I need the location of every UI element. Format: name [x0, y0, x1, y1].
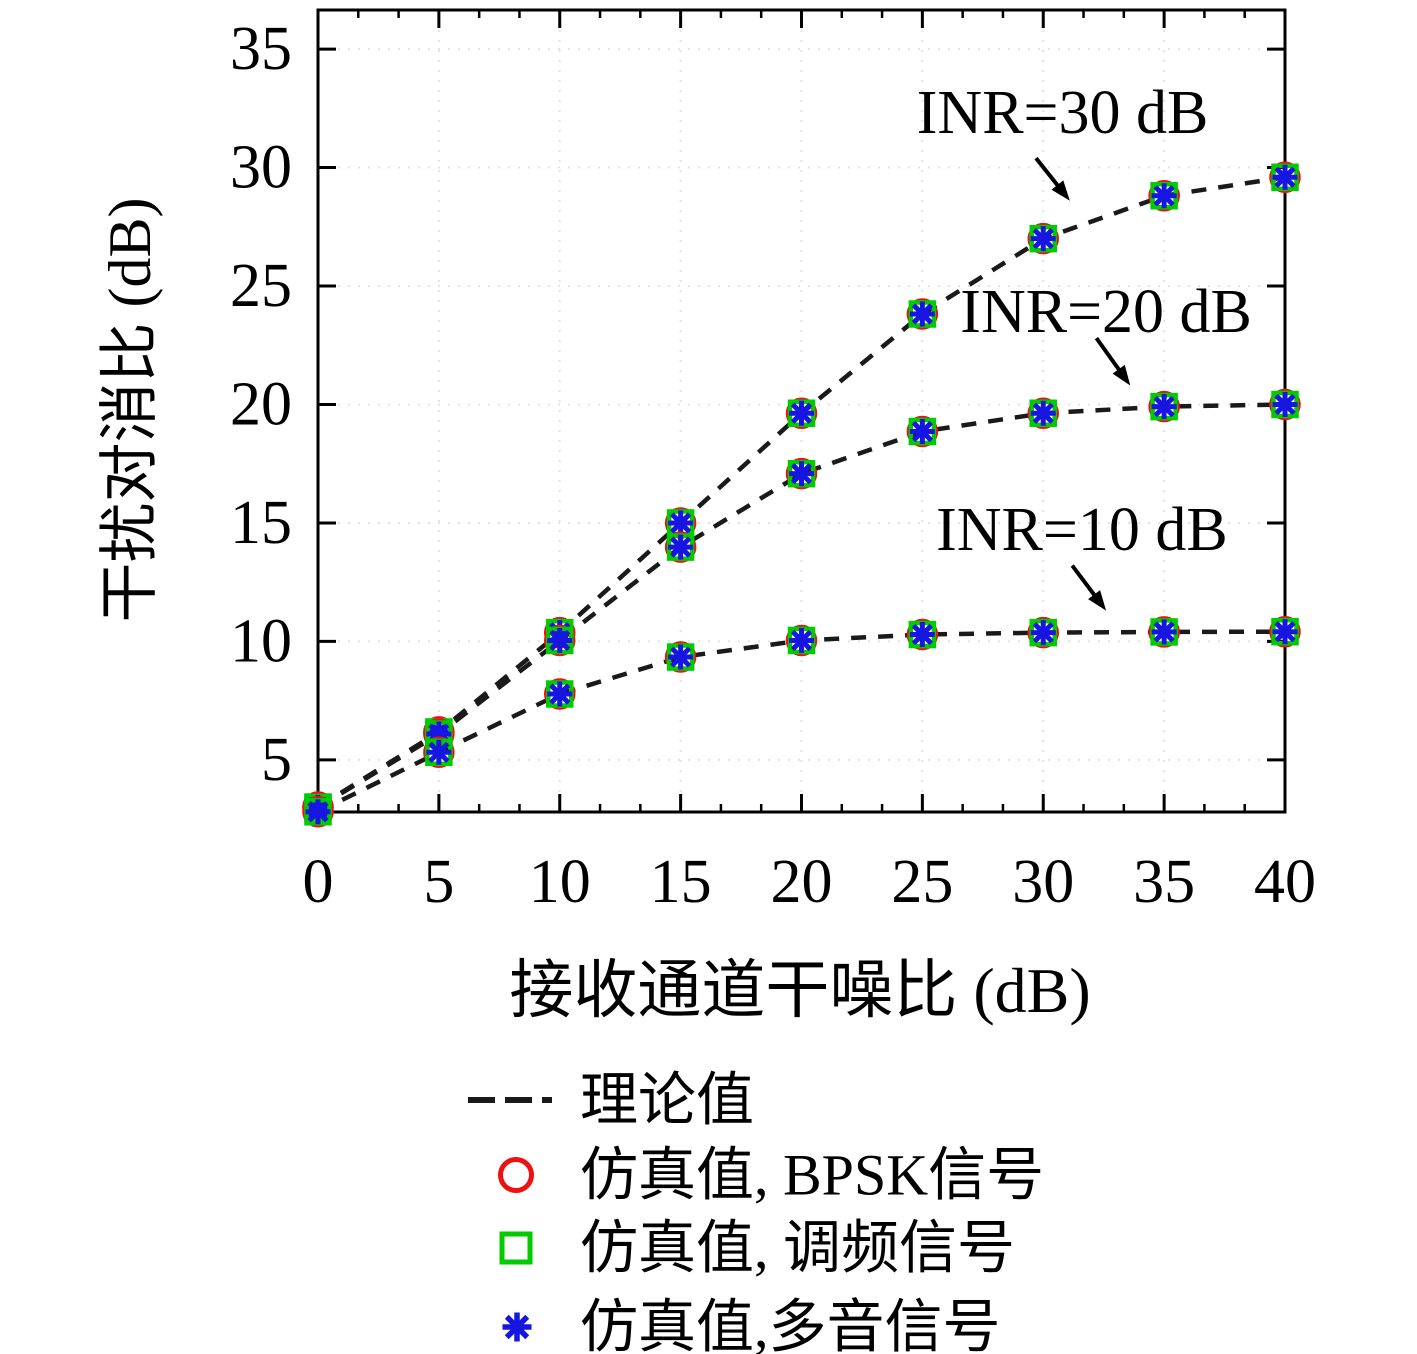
asterisk-spoke	[1032, 228, 1054, 250]
x-tick-label: 0	[303, 848, 334, 916]
asterisk-spoke	[504, 1314, 530, 1340]
multitone-asterisk-marker	[668, 534, 694, 560]
asterisk-spoke	[670, 512, 692, 534]
asterisk-spoke	[911, 420, 933, 443]
x-tick-label: 5	[423, 848, 454, 916]
y-tick-label: 20	[230, 370, 292, 438]
multitone-asterisk-marker	[426, 739, 452, 765]
annotation-arrow-head	[1051, 180, 1070, 201]
multitone-asterisk-marker	[789, 461, 814, 487]
multitone-asterisk-marker	[547, 627, 573, 653]
multitone-asterisk-marker	[909, 622, 935, 648]
asterisk-spoke	[670, 536, 692, 558]
asterisk-spoke	[790, 463, 813, 485]
legend-label: 仿真值,多音信号	[580, 1295, 1001, 1354]
x-axis-title: 接收通道干噪比 (dB)	[509, 955, 1090, 1026]
x-tick-label: 10	[529, 848, 591, 916]
multitone-asterisk-marker	[305, 799, 331, 825]
y-tick-label: 25	[230, 252, 292, 320]
annotation-arrow-head	[1112, 364, 1131, 386]
multitone-asterisk-marker	[789, 400, 814, 426]
legend-label: 仿真值, BPSK信号	[580, 1143, 1044, 1208]
annotation-arrow-inr-20-db	[1094, 336, 1131, 386]
asterisk-spoke	[1274, 166, 1296, 188]
multitone-asterisk-marker	[909, 418, 935, 444]
annotation-label-inr-20-db: INR=20 dB	[960, 278, 1252, 346]
y-tick-label: 35	[230, 15, 292, 83]
asterisk-spoke	[1153, 621, 1175, 643]
x-tick-label: 30	[1012, 848, 1074, 916]
multitone-asterisk-marker	[668, 644, 694, 670]
asterisk-spoke	[1274, 393, 1296, 416]
curve-annotations: INR=30 dB INR=20 dB INR=10 dB	[917, 79, 1252, 611]
asterisk-spoke	[549, 629, 571, 652]
annotation-arrow-inr-10-db	[1070, 564, 1107, 611]
asterisk-spoke	[1032, 622, 1054, 644]
annotation-arrow-inr-30-db	[1034, 156, 1070, 201]
x-tick-label: 40	[1254, 848, 1316, 916]
legend-label: 理论值	[580, 1068, 754, 1133]
asterisk-spoke	[1153, 396, 1175, 418]
asterisk-spoke	[911, 623, 933, 646]
legend-circle-marker	[498, 1157, 534, 1193]
multitone-asterisk-marker	[1151, 394, 1177, 420]
asterisk-spoke	[1032, 402, 1054, 424]
multitone-asterisk-marker	[668, 510, 694, 536]
asterisk-spoke	[790, 402, 813, 424]
multitone-asterisk-marker	[1030, 620, 1056, 646]
multitone-asterisk-marker	[1030, 226, 1056, 252]
legend-square-marker	[499, 1231, 533, 1265]
multitone-asterisk-marker	[1272, 619, 1298, 645]
y-tick-label: 15	[230, 489, 292, 557]
multitone-asterisk-marker	[1151, 183, 1177, 209]
y-tick-label: 5	[261, 726, 292, 794]
asterisk-spoke	[670, 646, 692, 668]
asterisk-spoke	[1274, 621, 1296, 643]
annotation-label-inr-10-db: INR=10 dB	[936, 496, 1228, 564]
asterisk-spoke	[549, 683, 571, 705]
theory-curves	[316, 175, 1286, 814]
asterisk-spoke	[428, 741, 450, 763]
multitone-asterisk-marker	[1272, 164, 1298, 190]
x-tick-label: 25	[891, 848, 953, 916]
multitone-asterisk-marker	[1272, 391, 1298, 417]
legend-asterisk-marker	[502, 1312, 532, 1342]
asterisk-spoke	[307, 801, 329, 823]
x-tick-label: 20	[771, 848, 833, 916]
x-tick-label: 35	[1133, 848, 1195, 916]
y-tick-label: 10	[230, 607, 292, 675]
annotation-arrow-head	[1088, 590, 1107, 611]
asterisk-spoke	[1153, 185, 1175, 207]
annotation-label-inr-30-db: INR=30 dB	[917, 79, 1209, 147]
legend-label: 仿真值, 调频信号	[580, 1216, 1015, 1281]
multitone-asterisk-marker	[1151, 619, 1177, 645]
y-axis-title: 干扰对消比 (dB)	[97, 198, 163, 623]
asterisk-spoke	[911, 303, 933, 325]
multitone-asterisk-marker	[909, 301, 935, 327]
multitone-asterisk-marker	[547, 681, 573, 707]
multitone-asterisk-marker	[1030, 400, 1056, 426]
multitone-asterisk-marker	[789, 627, 814, 653]
simulation-markers	[302, 161, 1301, 828]
theory-curve-inr-20-db	[316, 402, 1286, 810]
asterisk-spoke	[790, 629, 813, 652]
y-tick-label: 30	[230, 134, 292, 202]
x-tick-label: 15	[650, 848, 712, 916]
